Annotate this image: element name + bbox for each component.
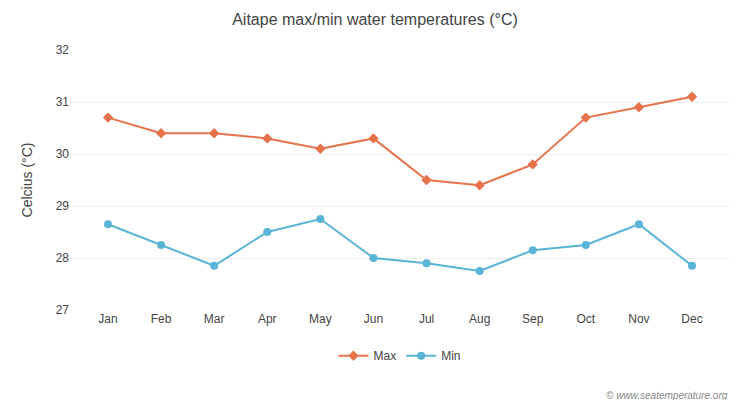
svg-text:Jul: Jul <box>419 312 434 326</box>
svg-text:Jan: Jan <box>98 312 117 326</box>
svg-text:Aitape max/min water temperatu: Aitape max/min water temperatures (°C) <box>232 11 518 28</box>
svg-text:Celcius (°C): Celcius (°C) <box>19 143 35 218</box>
svg-text:Aug: Aug <box>469 312 490 326</box>
svg-text:Dec: Dec <box>681 312 702 326</box>
svg-text:Min: Min <box>441 349 460 363</box>
svg-text:28: 28 <box>56 251 70 265</box>
svg-text:Max: Max <box>374 349 397 363</box>
svg-text:© www.seatemperature.org: © www.seatemperature.org <box>606 390 728 400</box>
svg-text:Feb: Feb <box>151 312 172 326</box>
svg-text:May: May <box>309 312 332 326</box>
svg-text:Mar: Mar <box>204 312 225 326</box>
svg-text:30: 30 <box>56 147 70 161</box>
svg-text:27: 27 <box>56 303 70 317</box>
svg-text:Oct: Oct <box>576 312 595 326</box>
svg-text:Nov: Nov <box>628 312 649 326</box>
svg-text:Apr: Apr <box>258 312 277 326</box>
svg-text:Jun: Jun <box>364 312 383 326</box>
svg-text:29: 29 <box>56 199 70 213</box>
svg-text:31: 31 <box>56 95 70 109</box>
svg-text:32: 32 <box>56 43 70 57</box>
svg-text:Sep: Sep <box>522 312 544 326</box>
